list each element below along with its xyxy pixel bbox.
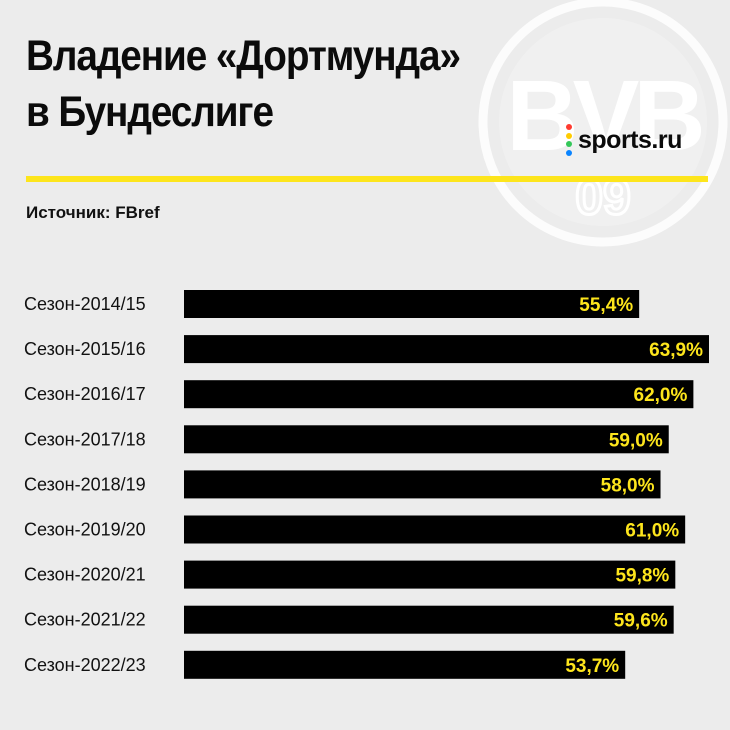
- logo-text: sports.ru: [578, 125, 682, 154]
- bar: [184, 290, 640, 318]
- bar: [184, 380, 694, 409]
- category-label: Сезон-2022/23: [24, 655, 146, 675]
- chart-title: Владение «Дортмунда» в Бундеслиге: [26, 28, 512, 140]
- bar: [184, 605, 674, 634]
- bar-value-label: 58,0%: [601, 475, 655, 496]
- category-label: Сезон-2021/22: [24, 610, 146, 630]
- bar: [184, 515, 686, 544]
- logo-dot: [566, 149, 572, 156]
- category-label: Сезон-2016/17: [24, 384, 146, 404]
- category-label: Сезон-2018/19: [24, 474, 146, 494]
- logo-dot: [566, 141, 572, 148]
- bar-value-label: 59,6%: [614, 611, 668, 632]
- source-note: Источник: FBref: [26, 203, 160, 222]
- bar-value-label: 62,0%: [634, 385, 688, 406]
- category-label: Сезон-2017/18: [24, 429, 146, 449]
- chart-title-line-2: в Бундеслиге: [26, 88, 274, 136]
- logo-dots-icon: [566, 124, 572, 156]
- accent-divider: [26, 176, 708, 182]
- bar-value-label: 59,8%: [615, 566, 669, 587]
- category-label: Сезон-2020/21: [24, 565, 146, 585]
- chart-title-line-1: Владение «Дортмунда»: [26, 32, 461, 80]
- bar-value-label: 59,0%: [609, 430, 663, 451]
- category-label: Сезон-2014/15: [24, 294, 146, 314]
- bar-value-label: 63,9%: [649, 340, 703, 361]
- category-label: Сезон-2015/16: [24, 339, 146, 359]
- logo-dot: [566, 124, 572, 130]
- bar: [184, 560, 676, 589]
- logo-dot: [566, 132, 572, 139]
- bar-value-label: 61,0%: [625, 521, 679, 542]
- category-label: Сезон-2019/20: [24, 520, 146, 540]
- sports-ru-logo: sports.ru: [566, 120, 682, 160]
- bar-value-label: 53,7%: [565, 656, 619, 677]
- bar: [184, 335, 709, 364]
- bar: [184, 425, 669, 454]
- bar-value-label: 55,4%: [579, 295, 633, 316]
- bar: [184, 650, 626, 679]
- bar: [184, 470, 661, 499]
